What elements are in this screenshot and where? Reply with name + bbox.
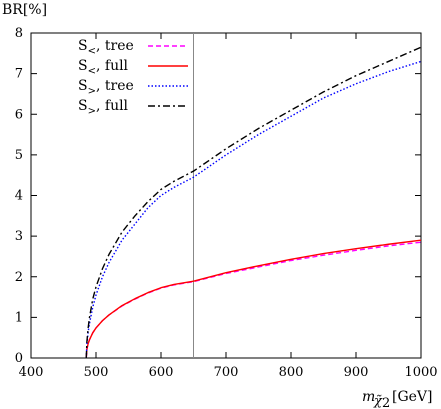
y-tick-label: 3 bbox=[15, 229, 23, 244]
plot-frame bbox=[30, 32, 422, 359]
y-tick-label: 0 bbox=[15, 351, 23, 366]
x-tick-label: 700 bbox=[214, 365, 239, 380]
y-tick-label: 2 bbox=[15, 270, 23, 285]
legend-entry-label-3: S>, full bbox=[78, 98, 129, 117]
x-tick-label: 400 bbox=[19, 365, 44, 380]
x-tick-label: 600 bbox=[149, 365, 174, 380]
legend-entry-label-1: S<, full bbox=[78, 58, 129, 77]
x-tick-label: 900 bbox=[344, 365, 369, 380]
x-axis-label: m χ̃ 2 [GeV] bbox=[362, 389, 433, 409]
legend-entry-label-0: S<, tree bbox=[78, 38, 134, 57]
y-tick-label: 8 bbox=[15, 26, 23, 41]
y-tick-label: 7 bbox=[15, 67, 23, 82]
ticks-layer: 400 500 600 700 800 900 1000 0 1 2 3 4 5 6 7 8 bbox=[15, 26, 438, 380]
plot-frame-layer bbox=[30, 32, 422, 359]
legend-entry-label-2: S>, tree bbox=[78, 78, 134, 97]
x-axis-label-subscript: χ̃ bbox=[373, 394, 383, 409]
x-tick-label: 500 bbox=[84, 365, 109, 380]
series-line-1 bbox=[85, 239, 422, 359]
x-axis-label-unit: [GeV] bbox=[392, 389, 433, 405]
y-tick-label: 5 bbox=[15, 148, 23, 163]
y-axis-label: BR[%] bbox=[2, 2, 47, 18]
series-line-3 bbox=[85, 46, 422, 359]
series-line-2 bbox=[85, 60, 422, 359]
series-line-0 bbox=[85, 241, 422, 359]
x-tick-label: 1000 bbox=[404, 365, 437, 380]
y-tick-label: 1 bbox=[15, 310, 23, 325]
y-tick-label: 6 bbox=[15, 107, 23, 122]
y-tick-label: 4 bbox=[15, 189, 23, 204]
x-axis-label-main: m bbox=[362, 389, 375, 405]
x-axis-label-subsubscript: 2 bbox=[382, 396, 390, 409]
x-tick-label: 800 bbox=[279, 365, 304, 380]
series-layer bbox=[85, 46, 422, 359]
